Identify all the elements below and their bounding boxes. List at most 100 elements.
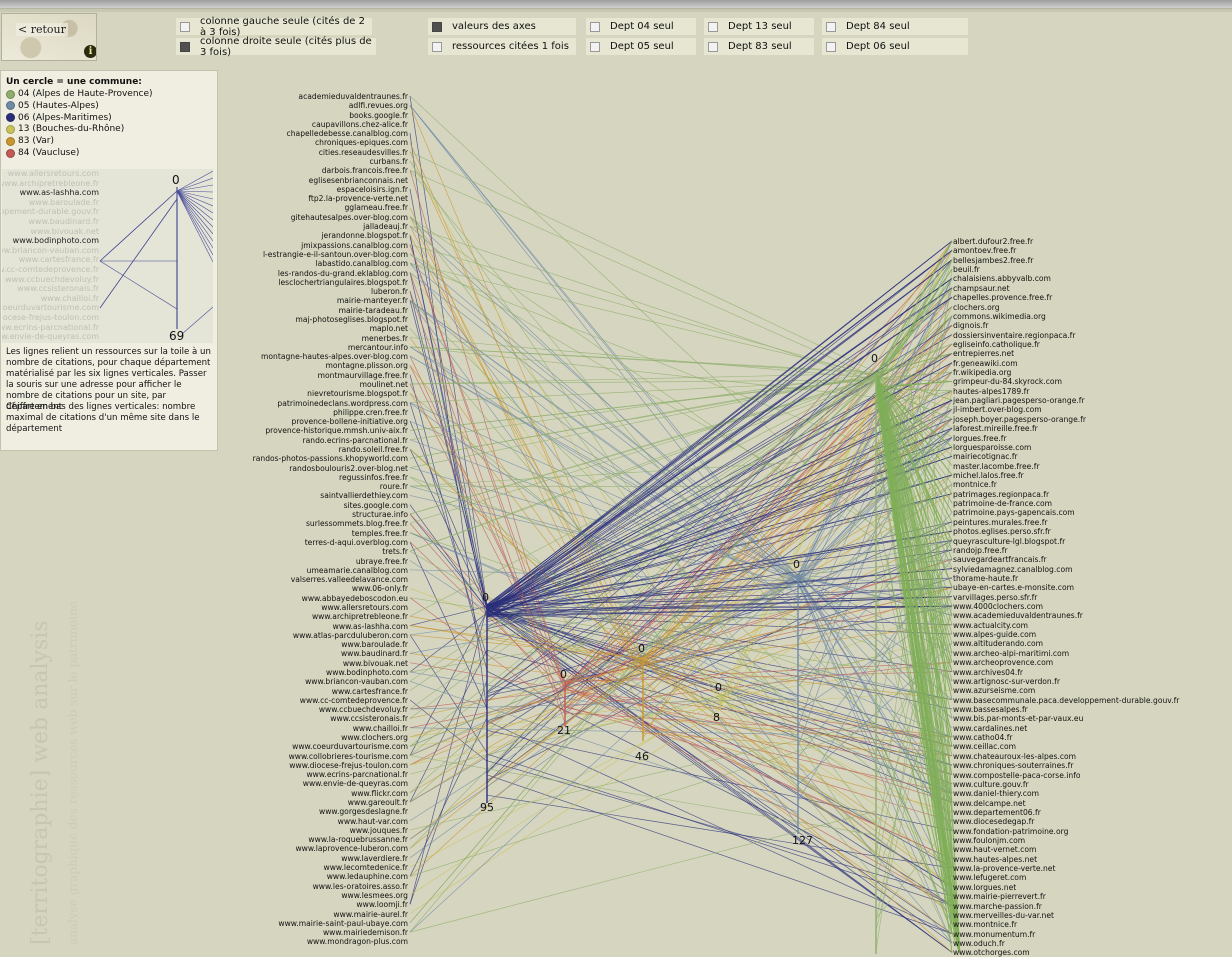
site-label[interactable]: www.loomji.fr [356, 900, 408, 909]
site-label[interactable]: ftp2.la-provence-verte.net [308, 194, 408, 203]
site-label[interactable]: rando.soleil.free.fr [338, 445, 408, 454]
site-label[interactable]: www.foulonjm.com [953, 836, 1025, 845]
site-label[interactable]: patrimoinedeclans.wordpress.com [277, 399, 408, 408]
site-label[interactable]: champsaur.net [953, 284, 1010, 293]
site-label[interactable]: ubraye.free.fr [356, 557, 408, 566]
site-label[interactable]: montagne-hautes-alpes.over-blog.com [261, 352, 408, 361]
site-label[interactable]: mairie-taradeau.fr [339, 306, 408, 315]
site-label[interactable]: www.la-provence-verte.net [953, 864, 1055, 873]
site-label[interactable]: mairie-manteyer.fr [337, 296, 408, 305]
site-label[interactable]: philippe.cren.free.fr [333, 408, 408, 417]
site-label[interactable]: laforest.mireille.free.fr [953, 424, 1038, 433]
site-label[interactable]: www.monumentum.fr [953, 930, 1035, 939]
site-label[interactable]: l-estrangie-e-il-santoun.over-blog.com [263, 250, 408, 259]
site-label[interactable]: www.diocese-frejus-toulon.com [289, 761, 408, 770]
site-label[interactable]: umeamarie.canalblog.com [307, 566, 408, 575]
site-label[interactable]: www.clochers.org [341, 733, 408, 742]
site-label[interactable]: www.gareoult.fr [348, 798, 408, 807]
site-label[interactable]: randojp.free.fr [953, 546, 1008, 555]
site-label[interactable]: montagne.plisson.org [326, 361, 409, 370]
site-label[interactable]: sites.google.com [344, 501, 408, 510]
site-label[interactable]: hautes-alpes1789.fr [953, 387, 1029, 396]
site-label[interactable]: cities.reseaudesvilles.fr [319, 148, 408, 157]
site-label[interactable]: provence-bollene-initiative.org [292, 417, 408, 426]
site-label[interactable]: www.lorgues.net [953, 883, 1016, 892]
site-label[interactable]: www.hautes-alpes.net [953, 855, 1037, 864]
site-label[interactable]: www.basecommunale.paca.developpement-dur… [953, 696, 1179, 705]
site-label[interactable]: maj-photoseglises.blogspot.fr [296, 315, 408, 324]
site-label[interactable]: www.mairiedemison.fr [323, 928, 408, 937]
site-label[interactable]: www.azurseisme.com [953, 686, 1035, 695]
site-label[interactable]: roure.fr [380, 482, 408, 491]
site-label[interactable]: surlessommets.blog.free.fr [306, 519, 408, 528]
site-label[interactable]: egliseinfo.catholique.fr [953, 340, 1040, 349]
site-label[interactable]: ubaye-en-cartes.e-monsite.com [953, 583, 1074, 592]
site-label[interactable]: patrimages.regionpaca.fr [953, 490, 1049, 499]
site-label[interactable]: www.cardalines.net [953, 724, 1027, 733]
site-label[interactable]: www.chroniques-souterraines.fr [953, 761, 1073, 770]
site-label[interactable]: chroniques-epiques.com [315, 138, 408, 147]
site-label[interactable]: patrimoine.pays-gapencais.com [953, 508, 1075, 517]
site-label[interactable]: www.alpes-guide.com [953, 630, 1036, 639]
site-label[interactable]: www.archeoprovence.com [953, 658, 1053, 667]
site-label[interactable]: www.laverdiere.fr [341, 854, 408, 863]
site-label[interactable]: maplo.net [370, 324, 408, 333]
site-label[interactable]: mairiecotignac.fr [953, 452, 1018, 461]
site-label[interactable]: thorame-haute.fr [953, 574, 1018, 583]
site-label[interactable]: www.4000clochers.com [953, 602, 1043, 611]
site-label[interactable]: moulinet.net [360, 380, 408, 389]
site-label[interactable]: www.envie-de-queyras.com [303, 779, 408, 788]
site-label[interactable]: www.as-lashha.com [333, 622, 408, 631]
site-label[interactable]: www.haut-var.com [338, 817, 408, 826]
site-label[interactable]: www.mairie-pierrevert.fr [953, 892, 1046, 901]
site-label[interactable]: varvillages.perso.sfr.fr [953, 593, 1037, 602]
site-label[interactable]: www.mairie-aurel.fr [333, 910, 408, 919]
site-label[interactable]: www.collobrieres-tourisme.com [289, 752, 408, 761]
site-label[interactable]: sylviedamagnez.canalblog.com [953, 565, 1073, 574]
site-label[interactable]: grimpeur-du-84.skyrock.com [953, 377, 1062, 386]
site-label[interactable]: menerbes.fr [362, 334, 408, 343]
site-label[interactable]: trets.fr [382, 547, 408, 556]
site-label[interactable]: www.mondragon-plus.com [307, 937, 408, 946]
site-label[interactable]: regussinfos.free.fr [339, 473, 408, 482]
site-label[interactable]: www.bodinphoto.com [326, 668, 408, 677]
site-label[interactable]: michel.lalos.free.fr [953, 471, 1024, 480]
site-label[interactable]: www.briancon-vauban.com [305, 677, 408, 686]
site-label[interactable]: gitehautesalpes.over-blog.com [291, 213, 408, 222]
site-label[interactable]: gglameau.free.fr [344, 203, 408, 212]
site-label[interactable]: valserres.valleedelavance.com [291, 575, 408, 584]
site-label[interactable]: www.oduch.fr [953, 939, 1005, 948]
site-label[interactable]: jmixpassions.canalblog.com [301, 241, 408, 250]
site-label[interactable]: dossiersinventaire.regionpaca.fr [953, 331, 1075, 340]
site-label[interactable]: master.lacombe.free.fr [953, 462, 1040, 471]
site-label[interactable]: www.ecrins-parcnational.fr [306, 770, 408, 779]
site-label[interactable]: www.lefugeret.com [953, 873, 1026, 882]
site-label[interactable]: labastido.canalblog.com [316, 259, 408, 268]
site-label[interactable]: www.baudinard.fr [341, 649, 408, 658]
site-label[interactable]: dignois.fr [953, 321, 989, 330]
site-label[interactable]: provence-historique.mmsh.univ-aix.fr [265, 426, 408, 435]
site-label[interactable]: nievretourisme.blogspot.fr [307, 389, 408, 398]
site-label[interactable]: www.cc-comtedeprovence.fr [300, 696, 408, 705]
site-label[interactable]: www.otchorges.com [953, 948, 1030, 957]
site-label[interactable]: www.06-only.fr [352, 584, 408, 593]
site-label[interactable]: www.abbayedeboscodon.eu [302, 594, 408, 603]
site-label[interactable]: jalladeauj.fr [363, 222, 408, 231]
site-label[interactable]: www.bivouak.net [343, 659, 408, 668]
site-label[interactable]: www.flickr.com [351, 789, 408, 798]
site-label[interactable]: jerandonne.blogspot.fr [321, 231, 408, 240]
site-label[interactable]: www.lesmees.org [341, 891, 408, 900]
site-label[interactable]: photos.eglises.perso.sfr.fr [953, 527, 1051, 536]
site-label[interactable]: www.lecomtedenice.fr [324, 863, 408, 872]
site-label[interactable]: commons.wikimedia.org [953, 312, 1046, 321]
site-label[interactable]: books.google.fr [349, 111, 408, 120]
site-label[interactable]: www.les-oratoires.asso.fr [313, 882, 408, 891]
site-label[interactable]: www.jouques.fr [350, 826, 408, 835]
site-label[interactable]: randosboulouris2.over-blog.net [289, 464, 408, 473]
site-label[interactable]: luberon.fr [371, 287, 408, 296]
site-label[interactable]: www.cartesfrance.fr [332, 687, 408, 696]
site-label[interactable]: terres-d-aqui.overblog.com [305, 538, 408, 547]
site-label[interactable]: www.daniel-thiery.com [953, 789, 1039, 798]
site-label[interactable]: curbans.fr [369, 157, 408, 166]
site-label[interactable]: chapelledebesse.canalblog.com [287, 129, 408, 138]
